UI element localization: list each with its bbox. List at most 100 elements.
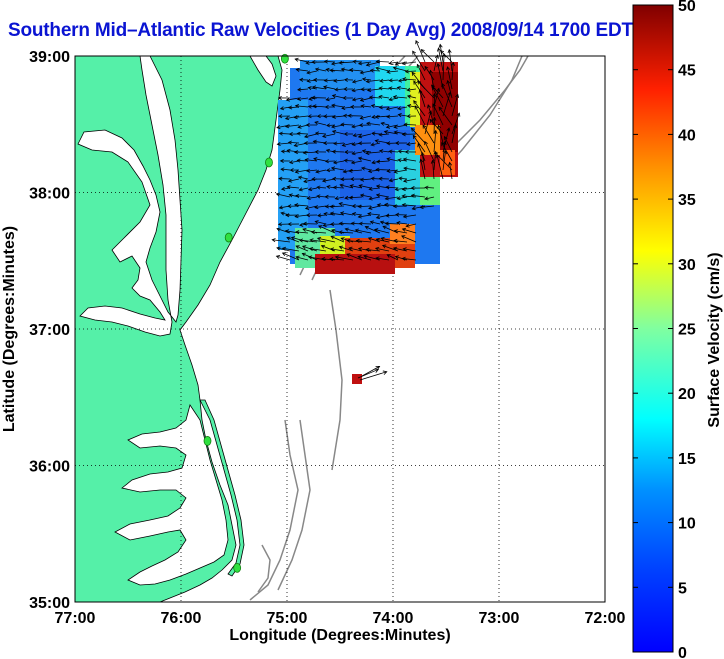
velocity-arrow-head: [316, 185, 321, 190]
velocity-arrow: [325, 205, 336, 208]
velocity-arrow: [352, 97, 363, 101]
velocity-arrow-head: [375, 66, 380, 71]
velocity-arrow-head: [280, 149, 285, 154]
velocity-patch: [278, 100, 308, 250]
velocity-arrow-head: [446, 66, 451, 71]
velocity-arrow-head: [375, 366, 381, 370]
velocity-arrow: [324, 60, 336, 63]
velocity-arrow-head: [358, 123, 363, 128]
velocity-arrow-head: [379, 220, 385, 225]
velocity-arrow: [285, 124, 300, 128]
velocity-arrow: [306, 169, 318, 172]
velocity-arrow: [339, 231, 354, 234]
velocity-arrow: [315, 132, 327, 135]
velocity-arrow-head: [369, 220, 374, 225]
velocity-arrow-head: [342, 113, 348, 118]
velocity-arrow-head: [316, 194, 321, 199]
velocity-arrow-head: [386, 141, 391, 146]
velocity-arrow-head: [305, 60, 310, 65]
velocity-arrow-head: [401, 132, 406, 137]
velocity-arrow-head: [295, 67, 300, 72]
velocity-arrow-head: [314, 131, 320, 136]
velocity-arrow-head: [380, 121, 385, 126]
velocity-arrow-head: [286, 236, 291, 241]
velocity-arrow-head: [304, 134, 309, 139]
velocity-arrow-head: [357, 204, 362, 209]
velocity-arrow-head: [431, 86, 436, 91]
velocity-arrow: [451, 62, 454, 81]
velocity-arrow: [437, 48, 444, 72]
velocity-arrow-head: [349, 104, 355, 109]
velocity-arrow: [407, 105, 417, 108]
velocity-arrow: [276, 255, 291, 261]
velocity-arrow-head: [378, 94, 383, 99]
velocity-arrow-head: [359, 97, 365, 102]
velocity-arrow-head: [281, 246, 287, 251]
velocity-arrow-head: [320, 244, 326, 249]
velocity-arrow-head: [311, 60, 316, 65]
velocity-arrow-head: [324, 104, 329, 110]
velocity-arrow: [358, 214, 372, 218]
velocity-arrow: [344, 160, 354, 162]
velocity-arrow-head: [284, 116, 290, 121]
velocity-arrow-head: [367, 237, 373, 241]
velocity-arrow-head: [286, 185, 291, 190]
velocity-arrow: [304, 133, 318, 138]
velocity-arrow: [305, 205, 318, 209]
velocity-arrow: [317, 237, 336, 243]
velocity-arrow-head: [437, 124, 442, 129]
velocity-arrow: [351, 160, 363, 164]
velocity-arrow: [384, 204, 399, 207]
velocity-arrow: [359, 371, 387, 381]
velocity-arrow-head: [359, 70, 364, 75]
velocity-arrow-head: [418, 89, 423, 94]
velocity-arrow-head: [375, 184, 381, 189]
velocity-arrow-head: [394, 255, 400, 260]
velocity-arrow-head: [429, 118, 434, 123]
colorbar-tick-label: 35: [678, 192, 696, 209]
velocity-arrow-head: [388, 149, 393, 154]
velocity-arrow: [352, 151, 363, 155]
velocity-arrow: [433, 88, 440, 108]
velocity-arrow-head: [289, 168, 294, 173]
velocity-arrow-head: [280, 211, 285, 216]
velocity-arrow: [442, 92, 451, 117]
velocity-arrow-head: [325, 97, 330, 102]
velocity-arrow: [281, 168, 291, 171]
velocity-arrow: [395, 256, 408, 261]
velocity-arrow-head: [375, 59, 380, 64]
velocity-arrow-head: [361, 77, 367, 82]
velocity-arrow-head: [340, 122, 345, 127]
velocity-arrow-head: [276, 227, 281, 232]
velocity-arrow-head: [317, 213, 322, 218]
velocity-arrow-head: [303, 179, 308, 184]
velocity-arrow: [279, 133, 291, 135]
velocity-arrow: [376, 238, 390, 243]
chesapeake-bay: [77, 56, 183, 337]
velocity-arrow-head: [397, 158, 402, 163]
station-marker: [233, 562, 242, 573]
velocity-arrow: [358, 61, 372, 65]
velocity-arrow: [305, 159, 318, 162]
velocity-arrow-head: [432, 116, 437, 121]
colorbar-tick-label: 30: [678, 257, 696, 274]
velocity-arrow-head: [307, 114, 312, 119]
pamlico-sound: [114, 404, 229, 586]
velocity-arrow-head: [375, 215, 381, 220]
velocity-arrow: [394, 124, 408, 128]
velocity-arrow: [295, 58, 309, 63]
velocity-arrow: [449, 162, 453, 180]
velocity-arrow: [420, 205, 435, 208]
velocity-arrow: [324, 79, 336, 82]
velocity-arrow: [442, 54, 445, 81]
velocity-arrow-head: [330, 235, 335, 240]
velocity-arrow-head: [436, 62, 441, 68]
velocity-arrow-head: [412, 50, 416, 55]
velocity-arrow: [331, 167, 345, 171]
velocity-arrow-head: [277, 95, 282, 100]
velocity-arrow-head: [411, 71, 416, 76]
velocity-arrow: [376, 60, 390, 63]
velocity-arrow-head: [365, 247, 370, 252]
velocity-arrow: [333, 160, 345, 164]
velocity-arrow-head: [340, 67, 345, 72]
